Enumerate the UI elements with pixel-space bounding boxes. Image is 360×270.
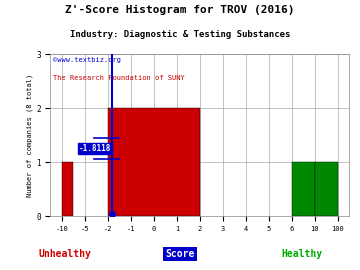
Text: Healthy: Healthy [282,249,323,259]
Y-axis label: Number of companies (8 total): Number of companies (8 total) [27,73,33,197]
Bar [62,162,73,216]
Text: ©www.textbiz.org: ©www.textbiz.org [53,57,121,63]
Text: -1.8118: -1.8118 [79,144,111,153]
Bar [315,162,338,216]
Text: Z'-Score Histogram for TROV (2016): Z'-Score Histogram for TROV (2016) [65,5,295,15]
Text: Unhealthy: Unhealthy [39,249,91,259]
Bar [292,162,315,216]
Text: Score: Score [165,249,195,259]
Text: The Research Foundation of SUNY: The Research Foundation of SUNY [53,75,185,81]
Bar [108,108,200,216]
Text: Industry: Diagnostic & Testing Substances: Industry: Diagnostic & Testing Substance… [70,30,290,39]
